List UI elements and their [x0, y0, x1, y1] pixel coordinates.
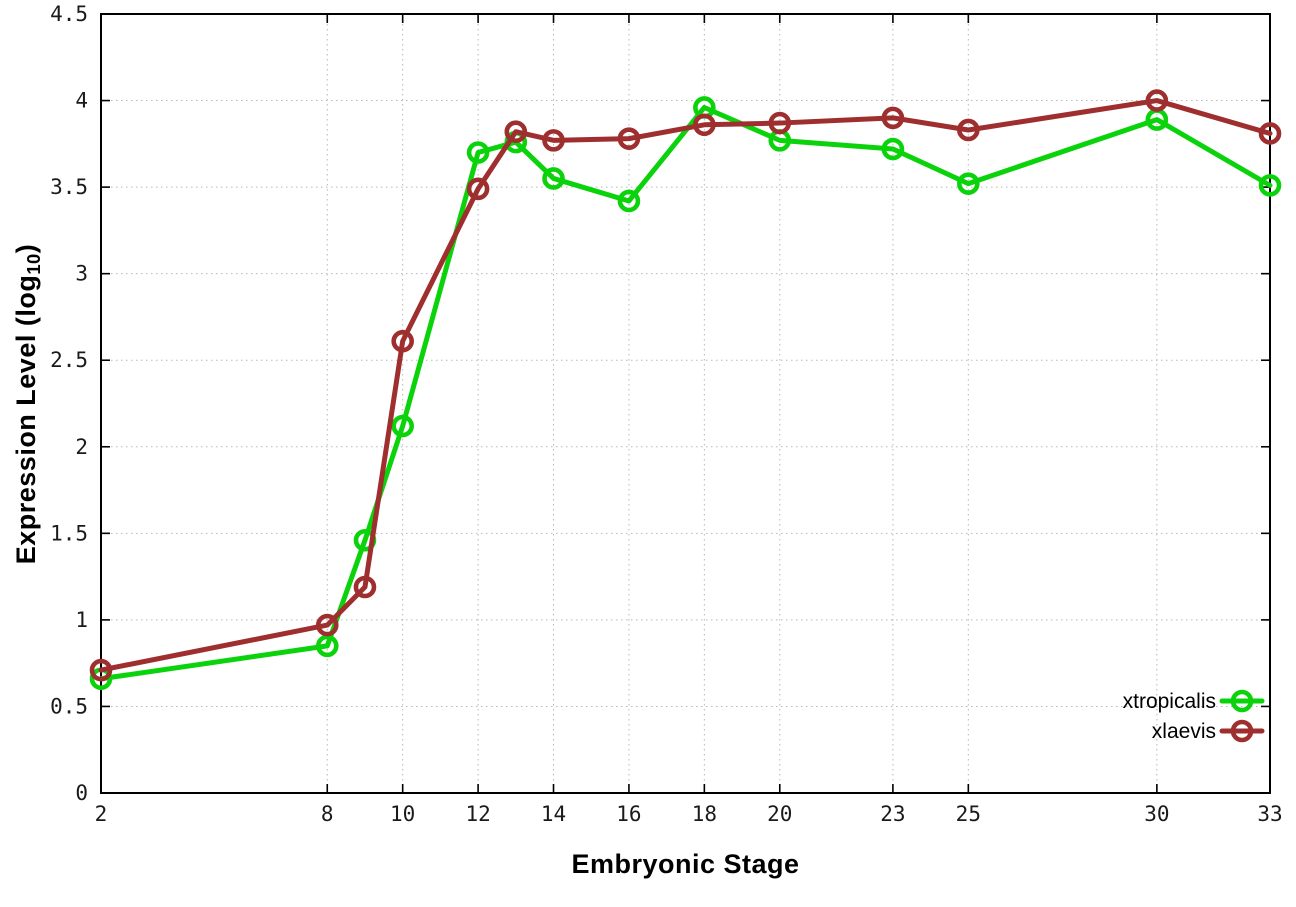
y-tick-label: 3	[75, 262, 88, 286]
x-tick-label: 30	[1144, 802, 1169, 826]
y-tick-label: 1.5	[50, 521, 88, 545]
y-axis-title-suffix: )	[10, 243, 41, 254]
x-axis-title: Embryonic Stage	[571, 849, 800, 879]
x-tick-label: 33	[1257, 802, 1282, 826]
y-tick-label: 0	[75, 781, 88, 805]
legend-sample-marker-xlaevis	[1230, 719, 1254, 743]
data-point-xtropicalis	[617, 189, 641, 213]
data-point-xtropicalis	[1258, 174, 1282, 197]
data-point-xtropicalis	[957, 172, 980, 195]
data-point-xtropicalis	[391, 414, 414, 438]
data-point-xlaevis	[542, 129, 565, 152]
x-tick-label: 12	[465, 802, 490, 826]
x-tick-label: 10	[390, 802, 415, 826]
legend-label-xtropicalis: xtropicalis	[1123, 690, 1216, 713]
data-point-xlaevis	[693, 113, 716, 137]
y-axis-title-subscript: 10	[23, 253, 45, 275]
x-tick-label: 18	[692, 802, 717, 826]
data-point-xtropicalis	[315, 634, 339, 658]
series-line-xlaevis	[98, 98, 1273, 673]
legend-label-xlaevis: xlaevis	[1152, 720, 1216, 743]
data-point-xlaevis	[504, 120, 528, 144]
data-point-xlaevis	[617, 127, 641, 150]
x-tick-label: 20	[767, 802, 792, 826]
y-axis-title: Expression Level (log10)	[11, 244, 45, 565]
x-tick-label: 2	[95, 802, 108, 826]
data-point-xtropicalis	[881, 137, 905, 161]
data-point-xlaevis	[1145, 89, 1169, 112]
data-point-xlaevis	[1258, 122, 1282, 145]
x-tick-label: 8	[321, 802, 334, 826]
x-tick-label: 23	[880, 802, 905, 826]
data-point-xlaevis	[89, 658, 113, 682]
data-point-xlaevis	[353, 575, 377, 599]
y-tick-label: 1	[75, 608, 88, 632]
y-tick-label: 2	[75, 435, 88, 459]
x-tick-label: 16	[616, 802, 641, 826]
y-tick-label: 4	[75, 89, 88, 113]
data-point-xtropicalis	[466, 141, 490, 164]
x-tick-label: 25	[956, 802, 981, 826]
data-point-xlaevis	[768, 111, 792, 135]
series-line-xtropicalis	[98, 104, 1273, 682]
y-tick-label: 4.5	[50, 2, 88, 26]
x-tick-label: 14	[541, 802, 566, 826]
data-point-xlaevis	[881, 106, 905, 130]
legend-sample-marker-xtropicalis	[1230, 689, 1254, 713]
y-tick-label: 3.5	[50, 175, 88, 199]
y-tick-label: 2.5	[50, 348, 88, 372]
data-point-xlaevis	[957, 118, 980, 142]
y-axis-title-text: Expression Level (log	[10, 274, 41, 565]
data-point-xlaevis	[391, 329, 414, 353]
plot-border	[100, 13, 1271, 794]
data-point-xtropicalis	[542, 167, 565, 190]
data-point-xlaevis	[315, 613, 339, 637]
y-tick-label: 0.5	[50, 694, 88, 718]
data-point-xlaevis	[466, 177, 490, 201]
